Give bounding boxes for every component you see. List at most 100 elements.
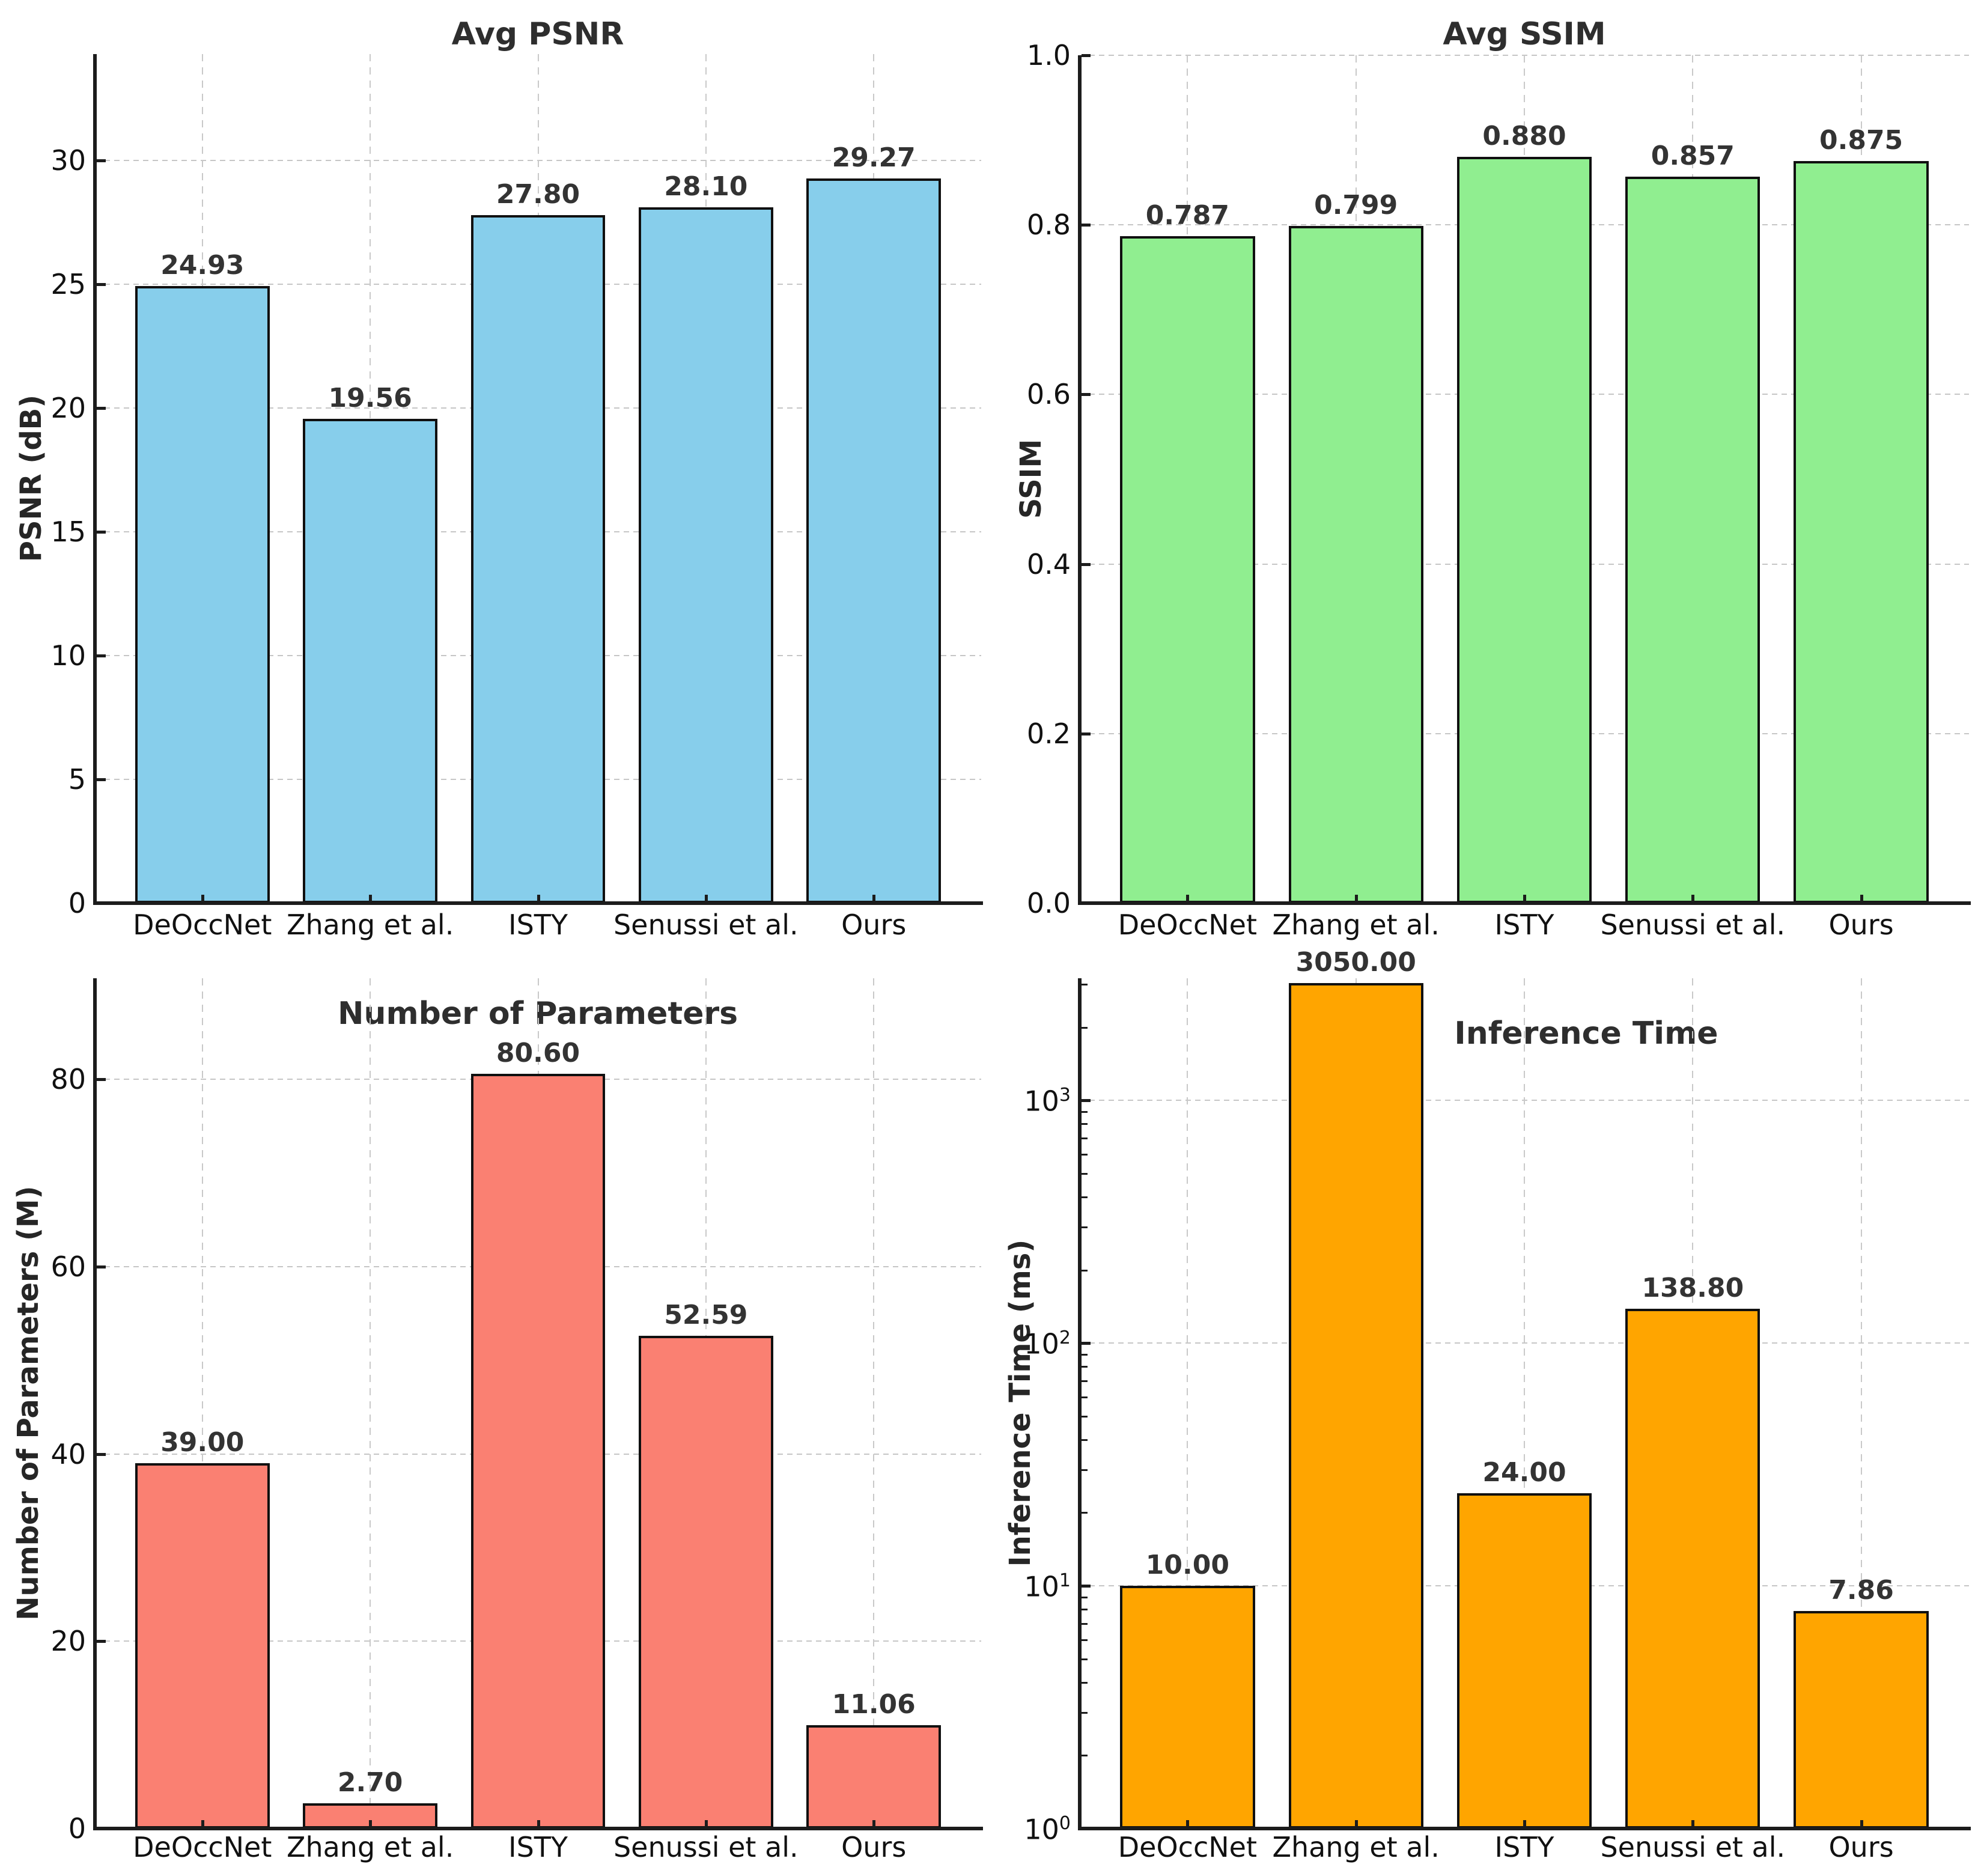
x-tick-label: Senussi et al. (613, 1831, 799, 1863)
y-tick-label: 102 (1024, 1327, 1071, 1360)
x-axis-spine (1078, 901, 1971, 905)
bar-value-label: 24.00 (1482, 1457, 1566, 1488)
y-minor-tick (1082, 1415, 1088, 1418)
x-tick (1186, 895, 1190, 901)
y-tick-label: 0.4 (1026, 547, 1071, 580)
y-tick (1082, 393, 1091, 397)
bar-value-label: 0.857 (1651, 140, 1735, 171)
y-axis-spine (93, 978, 97, 1830)
x-tick-label: DeOccNet (1118, 1831, 1258, 1863)
v-gridline (873, 978, 875, 1829)
x-tick-label: DeOccNet (133, 1831, 272, 1863)
x-tick-label: DeOccNet (133, 909, 272, 941)
y-minor-tick (1082, 1639, 1088, 1641)
y-tick-label: 5 (68, 763, 86, 796)
y-tick (97, 1452, 106, 1456)
x-axis-spine (1078, 1827, 1971, 1830)
x-tick-label: ISTY (508, 909, 568, 941)
bar-value-label: 0.799 (1314, 189, 1398, 221)
v-gridline (1524, 978, 1525, 1829)
bar-value-label: 0.880 (1482, 121, 1566, 152)
y-tick (97, 1265, 106, 1268)
v-gridline (370, 978, 371, 1829)
y-tick (1082, 562, 1091, 566)
y-minor-tick (1082, 1512, 1088, 1514)
y-tick-label: 20 (50, 392, 86, 425)
y-minor-tick (1082, 1439, 1088, 1441)
y-minor-tick (1082, 1609, 1088, 1611)
bar (470, 1073, 606, 1829)
y-minor-tick (1082, 1153, 1088, 1156)
bar-value-label: 27.80 (496, 178, 580, 210)
x-tick-label: Ours (841, 1831, 907, 1863)
bar-value-label: 0.787 (1145, 199, 1229, 231)
x-tick (1523, 1820, 1526, 1827)
x-tick (1354, 1820, 1358, 1827)
bar (135, 286, 270, 903)
y-tick (1082, 1342, 1091, 1345)
y-tick (1082, 902, 1091, 905)
y-tick-label: 60 (50, 1250, 86, 1283)
y-tick-label: 0.8 (1026, 209, 1071, 242)
y-minor-tick (1082, 1123, 1088, 1125)
bar (1625, 176, 1760, 903)
x-tick-label: Zhang et al. (286, 1831, 454, 1863)
y-minor-tick (1082, 1196, 1088, 1198)
y-axis-spine (93, 54, 97, 905)
chart-title-avg-psnr: Avg PSNR (451, 16, 624, 52)
bar (1120, 1586, 1255, 1829)
x-tick (1691, 1820, 1695, 1827)
y-tick (97, 159, 106, 163)
y-tick (97, 1827, 106, 1830)
x-tick (704, 895, 708, 901)
y-tick-label: 15 (50, 516, 86, 549)
y-tick (97, 654, 106, 658)
bar-value-label: 138.80 (1642, 1272, 1744, 1303)
bar (303, 419, 437, 903)
x-tick (537, 1820, 540, 1827)
y-tick-label: 0 (68, 1812, 86, 1845)
y-tick-label: 101 (1024, 1570, 1071, 1603)
bar (1794, 161, 1929, 903)
y-minor-tick (1082, 1469, 1088, 1472)
x-tick (369, 1820, 373, 1827)
x-tick (201, 1820, 204, 1827)
x-tick (1860, 895, 1863, 901)
x-tick-label: Ours (1828, 909, 1894, 941)
y-tick (97, 902, 106, 905)
y-minor-tick (1082, 1226, 1088, 1229)
y-tick-label: 1.0 (1026, 39, 1071, 72)
y-tick-label: 0.2 (1026, 717, 1071, 750)
bar (1456, 157, 1592, 903)
x-tick-label: Ours (1828, 1831, 1894, 1863)
y-minor-tick (1082, 1681, 1088, 1684)
bar-value-label: 24.93 (160, 250, 245, 281)
y-minor-tick (1082, 1596, 1088, 1598)
y-minor-tick (1082, 1622, 1088, 1625)
y-minor-tick (1082, 1755, 1088, 1757)
bar-value-label: 29.27 (832, 142, 916, 174)
x-axis-spine (93, 1827, 983, 1830)
bar-value-label: 2.70 (337, 1767, 403, 1798)
bar-value-label: 39.00 (160, 1427, 245, 1458)
x-tick-label: DeOccNet (1118, 909, 1258, 941)
x-tick-label: Senussi et al. (613, 909, 799, 941)
x-tick-label: Senussi et al. (1600, 1831, 1786, 1863)
x-tick-label: Senussi et al. (1600, 909, 1786, 941)
y-minor-tick (1082, 1110, 1088, 1113)
x-tick (1354, 895, 1358, 901)
y-tick (97, 531, 106, 534)
y-axis-spine (1078, 978, 1082, 1830)
y-minor-tick (1082, 1712, 1088, 1714)
y-tick (1082, 1585, 1091, 1588)
bar (639, 1336, 773, 1829)
y-tick (97, 1640, 106, 1643)
y-tick (97, 283, 106, 287)
x-tick (872, 1820, 876, 1827)
bar-value-label: 52.59 (664, 1300, 748, 1331)
y-tick-label: 0.0 (1026, 887, 1071, 919)
y-tick-label: 0.6 (1026, 378, 1071, 411)
bar (1288, 225, 1423, 903)
y-axis-label-ssim: SSIM (1014, 439, 1048, 519)
x-tick (201, 895, 204, 901)
